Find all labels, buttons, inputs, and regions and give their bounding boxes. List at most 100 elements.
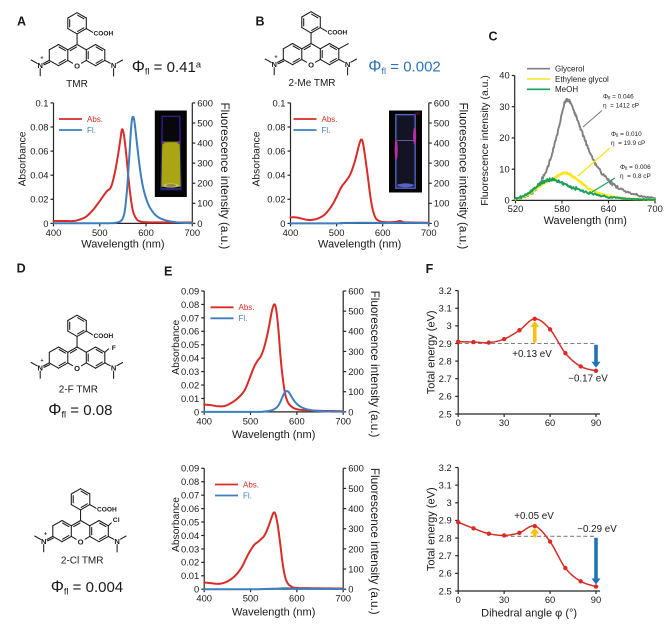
svg-text:2.9: 2.9 [439, 515, 452, 526]
svg-text:10: 10 [499, 163, 509, 174]
svg-text:Absorbance: Absorbance [18, 131, 29, 186]
svg-text:2-Cl TMR: 2-Cl TMR [61, 555, 104, 566]
svg-text:Wavelength (nm): Wavelength (nm) [232, 429, 315, 441]
svg-text:2-Me TMR: 2-Me TMR [288, 78, 335, 89]
svg-text:O: O [74, 364, 80, 373]
svg-text:2.5: 2.5 [439, 585, 452, 596]
svg-text:0.09: 0.09 [181, 285, 199, 296]
svg-text:Glycerol: Glycerol [555, 65, 585, 74]
svg-text:0: 0 [194, 584, 199, 595]
svg-text:Fluorescence intensity (a.u.): Fluorescence intensity (a.u.) [480, 75, 491, 206]
svg-text:Wavelength (nm): Wavelength (nm) [232, 607, 315, 619]
svg-text:+: + [44, 532, 47, 538]
svg-text:Φfl = 0.41a: Φfl = 0.41a [132, 58, 202, 77]
svg-text:500: 500 [434, 117, 450, 128]
svg-text:Φfl = 0.004: Φfl = 0.004 [51, 578, 123, 597]
svg-text:O: O [74, 61, 80, 70]
svg-text:Fl.: Fl. [243, 491, 252, 500]
svg-text:200: 200 [348, 543, 364, 554]
svg-text:0: 0 [197, 218, 202, 229]
svg-text:400: 400 [197, 137, 213, 148]
svg-text:100: 100 [434, 198, 450, 209]
svg-text:Abs.: Abs. [87, 115, 103, 124]
svg-text:Wavelength (nm): Wavelength (nm) [81, 238, 164, 250]
svg-text:0.1: 0.1 [272, 97, 285, 108]
svg-text:300: 300 [197, 158, 213, 169]
svg-text:500: 500 [329, 227, 345, 238]
svg-text:2-F TMR: 2-F TMR [59, 384, 98, 395]
svg-text:400: 400 [46, 227, 62, 238]
svg-text:300: 300 [434, 158, 450, 169]
svg-text:Fl.: Fl. [87, 126, 96, 135]
svg-text:Cl: Cl [113, 517, 120, 524]
svg-text:Φfl = 0.010: Φfl = 0.010 [611, 131, 642, 138]
svg-text:60: 60 [545, 417, 555, 428]
svg-text:0: 0 [194, 406, 199, 417]
svg-text:Fl.: Fl. [239, 314, 248, 323]
svg-text:N: N [114, 537, 119, 546]
svg-text:Absorbance: Absorbance [171, 320, 182, 375]
svg-text:2.7: 2.7 [439, 373, 452, 384]
svg-text:600: 600 [289, 415, 305, 426]
svg-text:500: 500 [348, 483, 364, 494]
svg-text:500: 500 [243, 415, 259, 426]
svg-text:Abs.: Abs. [239, 303, 255, 312]
svg-text:100: 100 [348, 386, 364, 397]
svg-text:−0.17 eV: −0.17 eV [568, 374, 608, 385]
svg-text:MeOH: MeOH [555, 85, 578, 94]
svg-text:0.1: 0.1 [35, 97, 48, 108]
svg-text:0.01: 0.01 [181, 393, 199, 404]
svg-text:700: 700 [421, 227, 437, 238]
svg-text:Wavelength (nm): Wavelength (nm) [544, 215, 627, 227]
svg-text:0.09: 0.09 [181, 463, 199, 474]
svg-text:600: 600 [138, 227, 154, 238]
svg-text:0.02: 0.02 [181, 557, 199, 568]
svg-text:2.7: 2.7 [439, 550, 452, 561]
svg-text:N: N [271, 60, 276, 69]
svg-text:400: 400 [283, 227, 299, 238]
svg-text:0: 0 [504, 195, 509, 206]
svg-text:200: 200 [197, 178, 213, 189]
svg-text:500: 500 [92, 227, 108, 238]
svg-text:0.06: 0.06 [267, 146, 285, 157]
svg-text:3.2: 3.2 [439, 462, 452, 473]
svg-text:0.06: 0.06 [181, 326, 199, 337]
svg-text:O: O [78, 537, 84, 546]
svg-text:40: 40 [499, 70, 509, 81]
svg-text:30: 30 [499, 594, 509, 605]
svg-text:O: O [308, 60, 314, 69]
svg-text:600: 600 [375, 227, 391, 238]
svg-text:2.9: 2.9 [439, 338, 452, 349]
svg-text:60: 60 [545, 594, 555, 605]
svg-text:0.07: 0.07 [181, 490, 199, 501]
svg-text:0.03: 0.03 [181, 543, 199, 554]
svg-text:Fluorescence intensity (a.u.): Fluorescence intensity (a.u.) [457, 102, 470, 249]
svg-text:TMR: TMR [66, 79, 88, 90]
svg-text:90: 90 [591, 417, 601, 428]
svg-text:0.04: 0.04 [181, 530, 199, 541]
svg-text:3.1: 3.1 [439, 303, 452, 314]
svg-text:2.6: 2.6 [439, 568, 452, 579]
svg-text:A: A [17, 15, 26, 29]
svg-text:0: 0 [348, 406, 353, 417]
svg-text:3: 3 [446, 497, 451, 508]
svg-text:Total energy (eV): Total energy (eV) [426, 487, 438, 571]
svg-text:0.05: 0.05 [181, 339, 199, 350]
svg-text:500: 500 [243, 593, 259, 604]
svg-text:N: N [37, 363, 42, 372]
svg-text:Fluorescence intensity (a.u.): Fluorescence intensity (a.u.) [368, 468, 381, 615]
svg-text:E: E [164, 264, 172, 278]
svg-text:520: 520 [508, 203, 524, 214]
svg-text:0: 0 [348, 584, 353, 595]
svg-text:0.06: 0.06 [181, 503, 199, 514]
svg-text:600: 600 [348, 463, 364, 474]
svg-text:600: 600 [348, 285, 364, 296]
svg-text:2.8: 2.8 [439, 532, 452, 543]
svg-text:0.04: 0.04 [181, 353, 199, 364]
svg-text:N: N [345, 60, 350, 69]
svg-text:0: 0 [456, 594, 461, 605]
svg-text:0: 0 [456, 417, 461, 428]
svg-text:B: B [256, 15, 265, 29]
svg-text:Ethylene glycol: Ethylene glycol [555, 75, 609, 84]
svg-text:N: N [41, 537, 46, 546]
